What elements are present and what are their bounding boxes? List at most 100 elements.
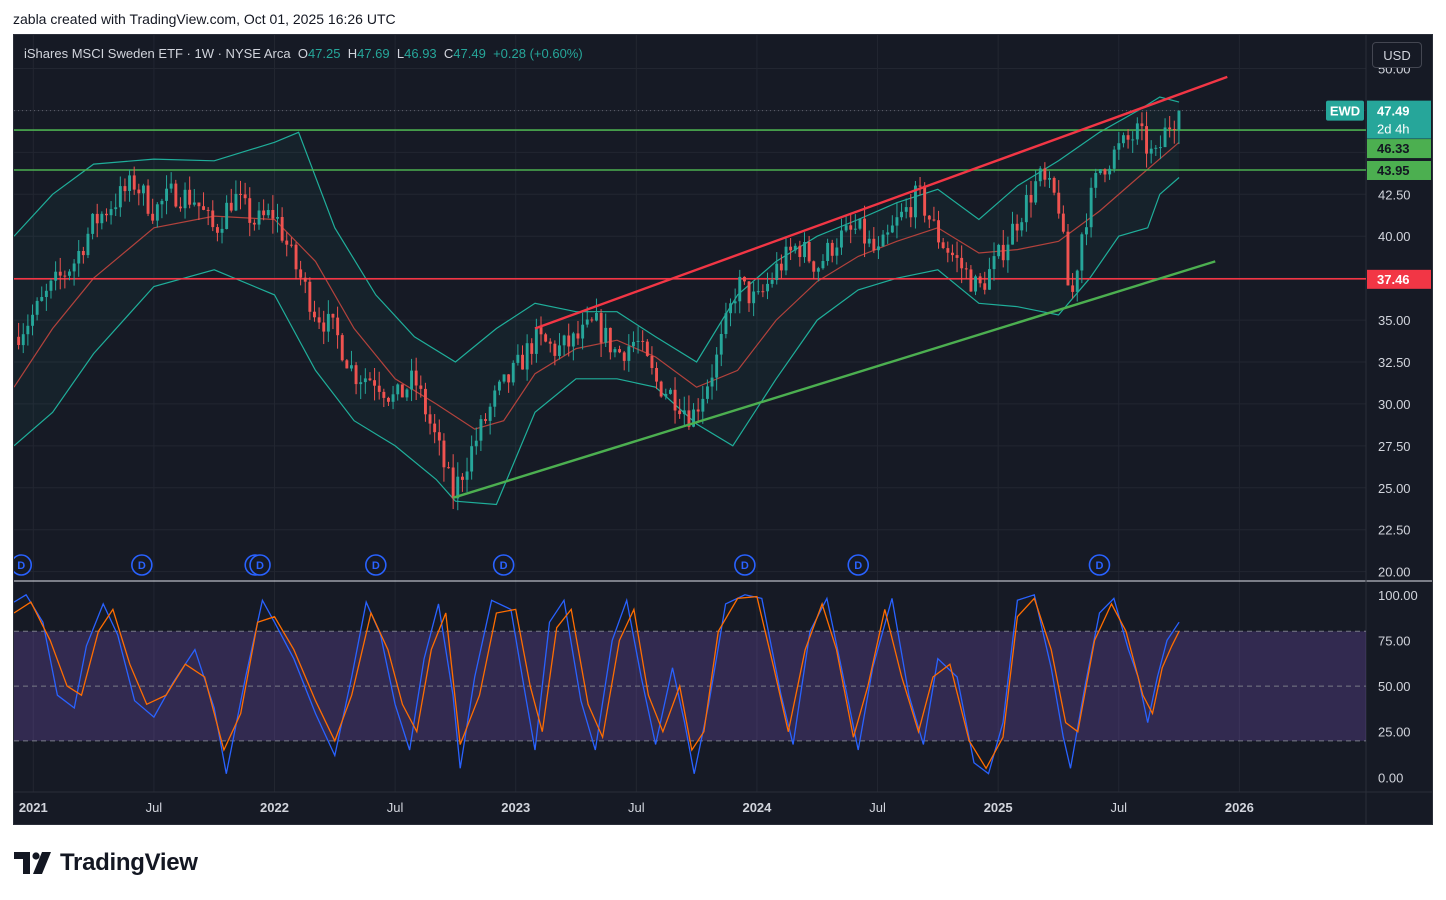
tradingview-logo[interactable]: TradingView — [14, 848, 198, 878]
candle-body — [946, 248, 950, 253]
candle-body — [511, 362, 515, 383]
price-tick-label: 25.00 — [1378, 481, 1411, 496]
candle-body — [1034, 181, 1038, 203]
candle-body — [1149, 148, 1153, 154]
time-tick-label: 2026 — [1225, 800, 1254, 815]
dividend-marker-label: D — [372, 560, 380, 572]
candle-body — [872, 238, 876, 251]
candle-body — [285, 240, 289, 245]
candle-body — [890, 225, 894, 233]
candle-body — [234, 193, 238, 211]
candle-body — [1117, 143, 1121, 150]
chart-container[interactable]: DDDDDDDDD 50.0042.5040.0035.0032.5030.00… — [13, 34, 1433, 825]
candle-body — [433, 423, 437, 433]
dividend-marker — [131, 554, 153, 576]
stochastic-d-line — [14, 595, 1180, 770]
stochastic-tick-label: 25.00 — [1378, 725, 1411, 740]
candle-body — [770, 280, 774, 284]
candle-body — [146, 185, 150, 214]
candle-body — [807, 242, 811, 262]
candle-body — [414, 370, 418, 386]
candle-body — [1135, 123, 1139, 140]
candle-body — [493, 390, 497, 407]
candle-body — [530, 343, 534, 354]
candle-body — [350, 365, 353, 369]
time-tick-label: 2021 — [19, 800, 48, 815]
candle-body — [502, 374, 506, 382]
channel-support-line — [452, 260, 1216, 499]
candle-body — [710, 377, 714, 387]
candle-body — [789, 246, 793, 251]
candle-body — [1098, 169, 1102, 174]
open-label: O — [297, 46, 308, 61]
price-tick-label: 40.00 — [1378, 229, 1411, 244]
candle-body — [326, 313, 330, 332]
candle-body — [86, 233, 90, 256]
dividend-marker-label: D — [138, 560, 146, 572]
candle-body — [923, 185, 927, 216]
candle-body — [632, 341, 635, 347]
candle-body — [877, 246, 880, 251]
candle-body — [368, 378, 372, 381]
currency-button[interactable]: USD — [1372, 42, 1422, 68]
candle-body — [363, 378, 367, 383]
dividend-marker-label: D — [1095, 560, 1103, 572]
last-price-badge-bg — [1367, 100, 1431, 139]
candle-body — [641, 340, 645, 342]
candle-body — [197, 202, 201, 207]
candle-body — [1020, 222, 1024, 231]
chart-canvas[interactable]: DDDDDDDDD 50.0042.5040.0035.0032.5030.00… — [14, 35, 1432, 824]
candle-body — [803, 242, 806, 258]
candle-body — [937, 220, 940, 243]
candle-body — [581, 324, 585, 339]
candle-body — [1145, 126, 1148, 154]
time-tick-label: 2022 — [260, 800, 289, 815]
candle-body — [192, 202, 196, 205]
candle-body — [844, 225, 848, 231]
candle-body — [1108, 168, 1112, 175]
price-tick-label: 32.50 — [1378, 355, 1411, 370]
candle-body — [1075, 270, 1079, 292]
candle-body — [280, 217, 284, 241]
candle-body — [900, 211, 903, 218]
candle-body — [659, 381, 663, 397]
candle-body — [955, 255, 959, 258]
time-tick-label: Jul — [1110, 800, 1127, 815]
bollinger-fill — [14, 97, 1180, 505]
candle-body — [340, 335, 344, 361]
candle-body — [303, 277, 307, 282]
candle-body — [590, 319, 594, 321]
candle-body — [183, 189, 187, 209]
dividend-marker — [734, 554, 756, 576]
candle-body — [1061, 213, 1065, 232]
candle-body — [49, 280, 53, 291]
candle-body — [941, 242, 945, 248]
stochastic-tick-label: 0.00 — [1378, 770, 1403, 785]
candle-body — [1089, 187, 1093, 228]
candle-body — [974, 276, 977, 292]
candle-body — [678, 410, 682, 415]
candle-body — [188, 189, 192, 205]
candle-body — [978, 276, 982, 284]
candle-body — [26, 325, 30, 335]
candle-body — [123, 186, 127, 192]
candle-body — [252, 222, 256, 225]
candle-body — [835, 247, 839, 256]
candle-body — [105, 213, 108, 216]
candle-body — [645, 341, 649, 356]
candle-body — [733, 301, 737, 304]
candle-body — [72, 263, 76, 272]
candle-body — [142, 185, 145, 194]
symbol-title: iShares MSCI Sweden ETF · 1W · NYSE Arca — [24, 46, 291, 61]
candle-body — [317, 317, 321, 323]
candle-body — [539, 327, 543, 335]
candle-body — [867, 238, 871, 244]
candle-body — [118, 186, 122, 208]
tradingview-logo-icon — [14, 852, 51, 874]
candle-body — [618, 349, 621, 353]
candle-body — [410, 370, 413, 390]
candle-body — [752, 291, 756, 304]
candle-body — [826, 242, 830, 261]
candle-body — [100, 213, 104, 224]
candle-body — [992, 256, 996, 270]
